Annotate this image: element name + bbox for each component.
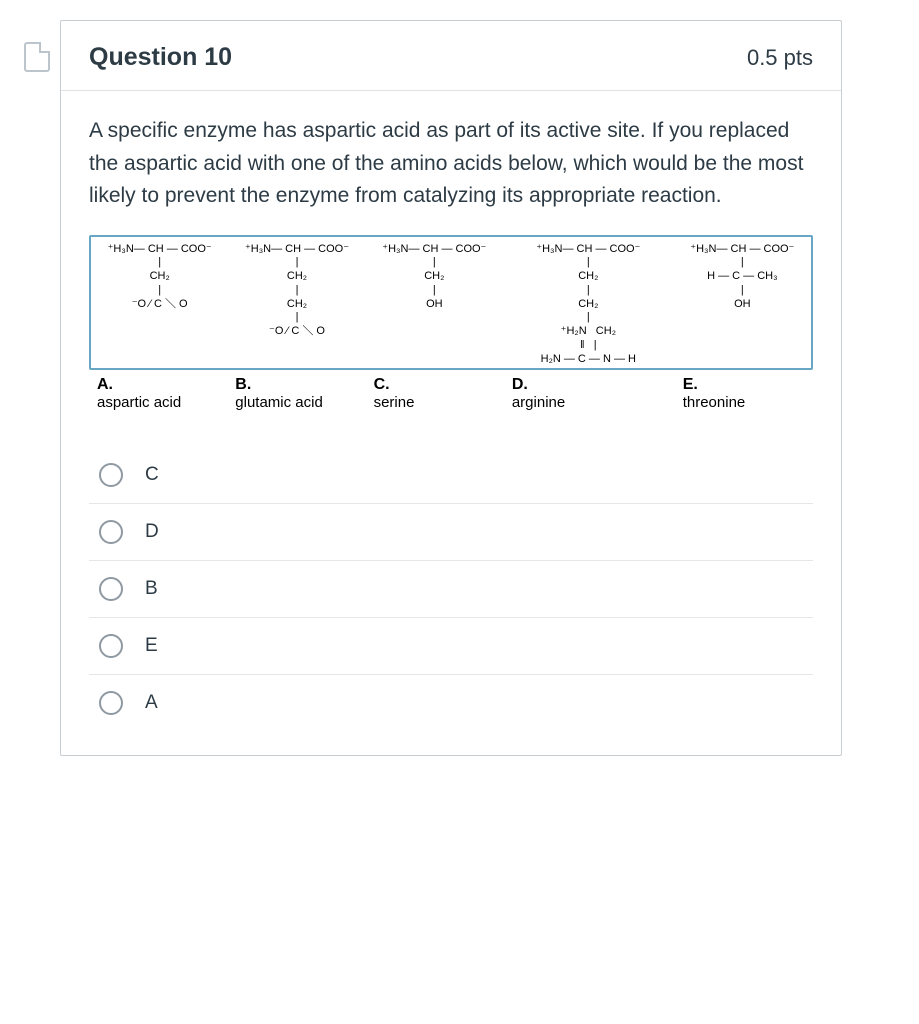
structure-e: ⁺H₃N— CH — COO⁻ | H — C — CH₃ | OH <box>674 241 811 369</box>
label-a: A. aspartic acid <box>89 376 227 411</box>
radio-icon[interactable] <box>99 691 123 715</box>
structure-b: ⁺H₃N— CH — COO⁻ | CH₂ | CH₂ | ⁻O ⁄ C ＼ O <box>228 241 365 369</box>
structure-a: ⁺H₃N— CH — COO⁻ | CH₂ | ⁻O ⁄ C ＼ O <box>91 241 228 369</box>
structure-labels: A. aspartic acid B. glutamic acid C. ser… <box>89 376 813 411</box>
structure-d: ⁺H₃N— CH — COO⁻ | CH₂ | CH₂ | ⁺H₂N CH₂ ‖… <box>503 241 674 369</box>
option-b[interactable]: B <box>89 561 813 618</box>
option-c[interactable]: C <box>89 447 813 504</box>
page-outline-icon <box>20 20 60 72</box>
option-label: C <box>145 464 159 486</box>
option-e[interactable]: E <box>89 618 813 675</box>
question-title: Question 10 <box>89 43 232 72</box>
question-stem: A specific enzyme has aspartic acid as p… <box>89 115 813 213</box>
label-d: D. arginine <box>504 376 675 411</box>
option-label: E <box>145 635 158 657</box>
option-a[interactable]: A <box>89 675 813 731</box>
question-card: Question 10 0.5 pts A specific enzyme ha… <box>60 20 842 756</box>
answer-options: C D B E A <box>89 447 813 745</box>
radio-icon[interactable] <box>99 634 123 658</box>
structures-box: ⁺H₃N— CH — COO⁻ | CH₂ | ⁻O ⁄ C ＼ O ⁺H₃N—… <box>89 235 813 371</box>
option-label: D <box>145 521 159 543</box>
option-label: B <box>145 578 158 600</box>
question-points: 0.5 pts <box>747 45 813 71</box>
label-c: C. serine <box>366 376 504 411</box>
option-label: A <box>145 692 158 714</box>
structure-c: ⁺H₃N— CH — COO⁻ | CH₂ | OH <box>366 241 503 369</box>
radio-icon[interactable] <box>99 520 123 544</box>
label-e: E. threonine <box>675 376 813 411</box>
radio-icon[interactable] <box>99 463 123 487</box>
card-header: Question 10 0.5 pts <box>61 21 841 90</box>
radio-icon[interactable] <box>99 577 123 601</box>
option-d[interactable]: D <box>89 504 813 561</box>
label-b: B. glutamic acid <box>227 376 365 411</box>
